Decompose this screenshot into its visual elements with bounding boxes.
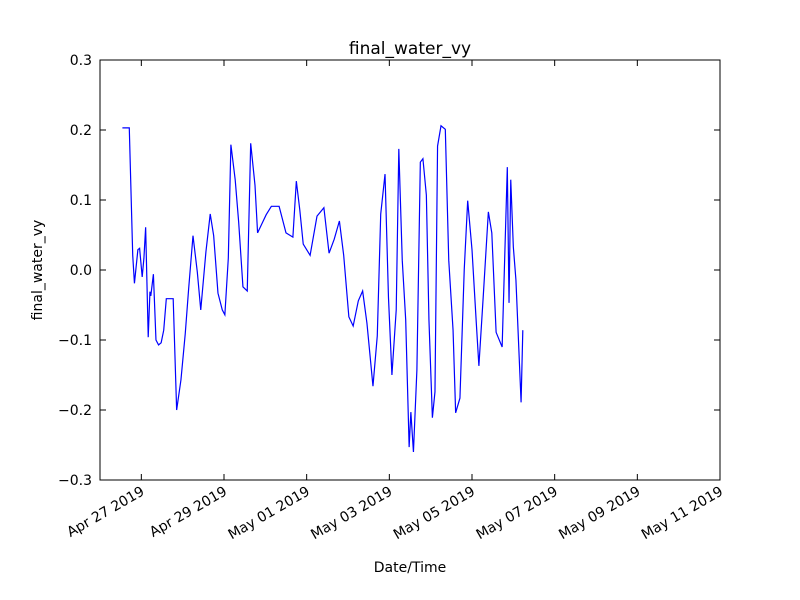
y-tick-label: 0.0 [70,263,92,279]
y-tick-label: −0.1 [58,333,92,349]
chart-title: final_water_vy [349,39,471,59]
y-tick-label: 0.2 [70,123,92,139]
y-tick-label: −0.2 [58,403,92,419]
y-tick-label: 0.3 [70,53,92,69]
y-tick-label: −0.3 [58,473,92,489]
x-axis-label: Date/Time [374,560,446,576]
y-tick-label: 0.1 [70,193,92,209]
data-line [122,124,524,453]
y-axis-label: final_water_vy [30,220,46,321]
